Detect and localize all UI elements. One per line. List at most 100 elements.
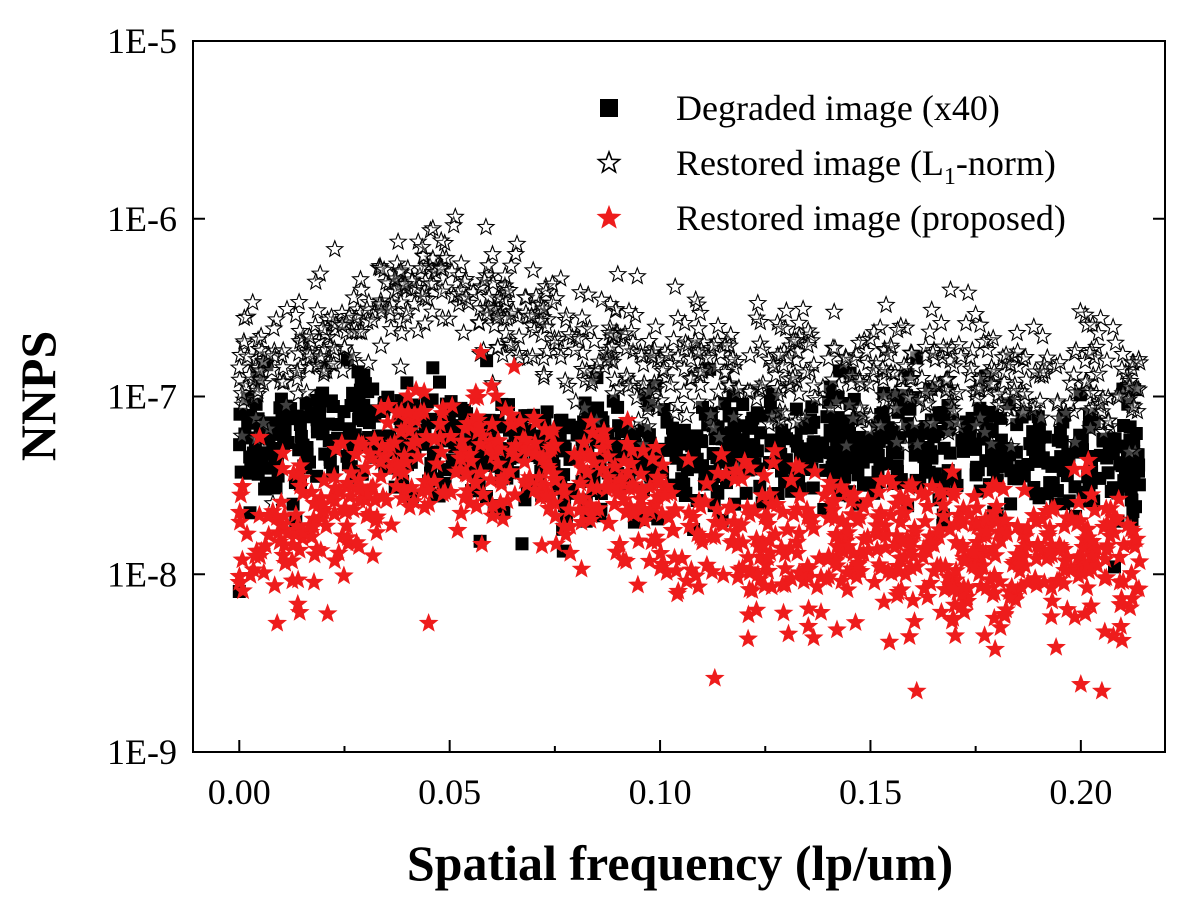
degraded-point — [258, 482, 272, 496]
proposed-point — [809, 548, 830, 568]
proposed-point — [837, 579, 858, 599]
proposed-point — [571, 512, 592, 531]
degraded-point — [1043, 476, 1057, 490]
degraded-point — [234, 465, 248, 479]
degraded-point — [976, 432, 990, 446]
l1-norm-point — [770, 317, 790, 336]
l1-norm-point — [482, 244, 503, 263]
proposed-point — [775, 558, 796, 577]
proposed-point — [763, 452, 784, 472]
l1-norm-point — [243, 292, 263, 311]
l1-norm-point — [286, 305, 306, 324]
l1-norm-point — [545, 333, 565, 352]
proposed-point — [631, 463, 651, 483]
proposed-point — [609, 534, 630, 553]
l1-norm-point — [262, 360, 282, 379]
l1-norm-point — [573, 343, 593, 362]
l1-norm-point — [938, 422, 958, 441]
l1-norm-point — [933, 336, 953, 355]
proposed-point — [577, 462, 598, 482]
proposed-point — [985, 545, 1006, 564]
proposed-point — [304, 571, 324, 591]
l1-norm-point — [422, 301, 442, 321]
l1-norm-point — [618, 376, 638, 395]
proposed-point — [377, 412, 398, 432]
l1-norm-point — [940, 350, 960, 369]
proposed-point — [617, 433, 638, 452]
l1-norm-point — [582, 371, 602, 390]
proposed-point — [317, 603, 338, 623]
l1-norm-point — [893, 379, 913, 398]
proposed-point — [655, 485, 675, 504]
proposed-point — [1126, 578, 1147, 598]
l1-norm-point — [904, 413, 924, 433]
proposed-point — [1081, 484, 1102, 504]
proposed-point — [666, 560, 687, 580]
proposed-point — [1039, 541, 1060, 560]
proposed-point — [811, 566, 831, 586]
proposed-point — [984, 607, 1005, 627]
proposed-point — [831, 476, 851, 496]
l1-norm-point — [324, 339, 344, 358]
proposed-point — [582, 422, 603, 442]
l1-norm-point — [510, 347, 530, 367]
proposed-point — [1109, 546, 1130, 566]
proposed-point — [652, 554, 673, 573]
l1-norm-point — [901, 342, 921, 362]
proposed-point — [495, 399, 516, 419]
l1-norm-point — [374, 259, 394, 279]
l1-norm-point — [948, 382, 968, 401]
degraded-point — [1073, 444, 1086, 458]
degraded-point — [515, 537, 529, 551]
degraded-point — [724, 426, 738, 440]
proposed-point — [963, 541, 983, 560]
l1-norm-point — [704, 335, 724, 354]
proposed-point — [559, 499, 579, 519]
degraded-point — [569, 420, 583, 434]
l1-norm-point — [798, 320, 818, 339]
proposed-point — [460, 444, 480, 463]
degraded-point — [1107, 481, 1120, 495]
l1-norm-point — [859, 373, 879, 393]
degraded-point — [518, 493, 532, 507]
l1-norm-point — [577, 361, 597, 380]
l1-norm-point — [600, 294, 620, 313]
proposed-point — [886, 493, 907, 513]
data-points — [229, 207, 1150, 700]
proposed-point — [333, 565, 354, 585]
proposed-point — [614, 489, 635, 509]
degraded-point — [612, 419, 626, 433]
l1-norm-point — [1127, 378, 1147, 397]
proposed-point — [1070, 674, 1091, 693]
l1-norm-point — [605, 326, 625, 345]
proposed-point — [902, 474, 923, 493]
l1-norm-point — [392, 323, 412, 342]
l1-norm-point — [566, 391, 586, 410]
proposed-point — [867, 524, 888, 543]
proposed-point — [482, 505, 503, 525]
l1-norm-point — [592, 289, 612, 309]
l1-norm-point — [715, 335, 735, 354]
degraded-point — [823, 423, 837, 437]
degraded-point — [747, 438, 761, 452]
l1-norm-point — [477, 265, 497, 284]
l1-norm-point — [824, 302, 844, 321]
proposed-point — [1023, 505, 1044, 524]
l1-norm-point — [894, 355, 914, 374]
l1-norm-point — [1007, 323, 1027, 342]
l1-norm-point — [931, 313, 951, 332]
degraded-point — [277, 410, 291, 424]
proposed-point — [560, 542, 581, 562]
proposed-point — [696, 473, 717, 493]
proposed-point — [526, 443, 546, 463]
l1-norm-point — [1032, 361, 1052, 380]
proposed-point — [356, 505, 377, 525]
l1-norm-point — [314, 364, 334, 383]
l1-norm-point — [358, 352, 378, 372]
l1-norm-point — [704, 417, 724, 437]
l1-norm-point — [789, 313, 809, 332]
l1-norm-point — [248, 381, 268, 400]
proposed-point — [532, 535, 552, 554]
l1-norm-point — [936, 369, 956, 388]
proposed-point — [1038, 523, 1058, 542]
